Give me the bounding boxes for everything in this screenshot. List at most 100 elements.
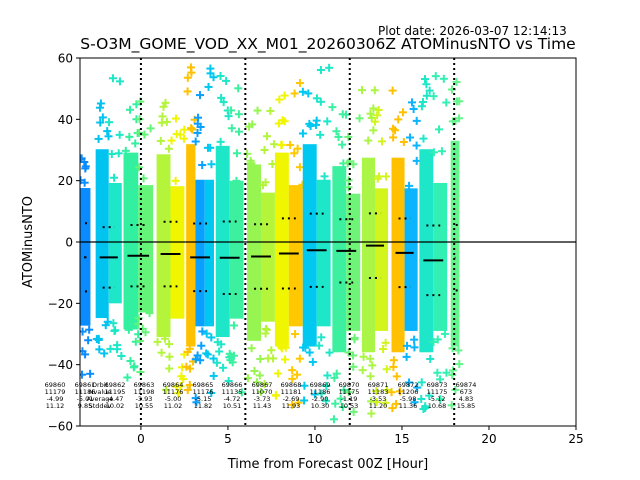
data-point-marker xyxy=(135,115,144,124)
orbit-stat-value: 10.68 xyxy=(428,402,447,410)
data-point-marker xyxy=(126,105,135,114)
orbit-stat-value: -5.98 xyxy=(400,395,417,403)
data-point-marker xyxy=(274,369,283,378)
orbit-stat-value: 11.36 xyxy=(399,402,418,410)
data-point-marker xyxy=(392,399,401,408)
data-point-marker xyxy=(156,136,165,145)
orbit-stat-value: -5.01 xyxy=(77,395,94,403)
data-point-marker xyxy=(198,161,207,170)
data-point-marker xyxy=(402,352,411,361)
data-point-marker xyxy=(272,391,281,400)
data-point-marker xyxy=(317,333,326,342)
data-point-marker xyxy=(115,130,124,139)
data-point-marker xyxy=(232,176,241,185)
data-point-marker xyxy=(398,108,407,117)
data-point-marker xyxy=(232,149,241,158)
data-point-marker xyxy=(85,325,94,334)
data-point-marker xyxy=(338,403,347,412)
data-point-marker xyxy=(389,356,398,365)
data-point-marker xyxy=(209,354,218,363)
data-point-marker xyxy=(109,319,118,328)
data-point-marker xyxy=(379,345,388,354)
data-point-marker xyxy=(429,148,438,157)
data-point-marker xyxy=(425,86,434,95)
data-point-marker xyxy=(80,178,89,187)
data-point-marker xyxy=(422,91,431,100)
data-point-marker xyxy=(286,140,295,149)
orbit-stat-value: 11.43 xyxy=(253,402,272,410)
data-point-marker xyxy=(451,385,460,394)
data-point-marker xyxy=(349,407,358,416)
data-point-marker xyxy=(115,77,124,86)
data-point-marker xyxy=(263,132,272,141)
orbit-stat-value: 11179 xyxy=(45,388,66,396)
data-point-marker xyxy=(429,337,438,346)
data-point-marker xyxy=(225,349,234,358)
data-point-marker xyxy=(399,137,408,146)
data-band xyxy=(332,166,347,353)
data-point-marker xyxy=(105,118,114,127)
data-point-marker xyxy=(186,364,195,373)
data-point-marker xyxy=(237,388,246,397)
orbit-stat-value: 10.53 xyxy=(340,402,359,410)
stat-row-label: Average xyxy=(87,395,114,403)
data-point-marker xyxy=(280,91,289,100)
orbit-stat-value: 69868 xyxy=(281,381,302,389)
data-point-marker xyxy=(198,327,207,336)
orbit-stat-value: 4.83 xyxy=(459,395,473,403)
data-point-marker xyxy=(389,133,398,142)
data-point-marker xyxy=(442,368,451,377)
orbit-stat-value: 11181 xyxy=(281,388,302,396)
data-point-marker xyxy=(381,398,390,407)
data-point-marker xyxy=(316,97,325,106)
data-point-marker xyxy=(158,112,167,121)
data-point-marker xyxy=(191,137,200,146)
data-point-marker xyxy=(146,124,155,133)
data-point-marker xyxy=(121,146,130,155)
data-point-marker xyxy=(117,351,126,360)
data-point-marker xyxy=(197,341,206,350)
x-tick-label: 0 xyxy=(137,432,145,446)
data-point-marker xyxy=(187,124,196,133)
data-point-marker xyxy=(412,141,421,150)
data-point-marker xyxy=(126,356,135,365)
plot-date: Plot date: 2026-03-07 12:14:13 xyxy=(378,24,567,38)
data-point-marker xyxy=(350,333,359,342)
data-point-marker xyxy=(260,145,269,154)
data-point-marker xyxy=(222,76,231,85)
data-point-marker xyxy=(388,86,397,95)
data-point-marker xyxy=(308,357,317,366)
data-point-marker xyxy=(207,160,216,169)
data-point-marker xyxy=(193,351,202,360)
data-point-marker xyxy=(293,370,302,379)
data-point-marker xyxy=(298,87,307,96)
data-point-marker xyxy=(185,380,194,389)
data-point-marker xyxy=(325,348,334,357)
data-point-marker xyxy=(104,132,113,141)
data-band xyxy=(274,152,289,347)
orbit-stat-value: 69862 xyxy=(105,381,126,389)
data-point-marker xyxy=(183,73,192,82)
data-point-marker xyxy=(96,118,105,127)
data-point-marker xyxy=(316,130,325,139)
orbit-stat-value: 11070 xyxy=(252,388,273,396)
data-point-marker xyxy=(103,317,112,326)
data-point-marker xyxy=(410,343,419,352)
data-point-marker xyxy=(134,163,143,172)
data-point-marker xyxy=(202,349,211,358)
data-point-marker xyxy=(194,113,203,122)
data-point-marker xyxy=(256,387,265,396)
data-band xyxy=(247,164,261,341)
orbit-stat-value: 11195 xyxy=(105,388,126,396)
data-point-marker xyxy=(108,74,117,83)
data-band xyxy=(302,144,317,347)
data-point-marker xyxy=(372,387,381,396)
orbit-stat-value: 69861 xyxy=(75,381,96,389)
data-band xyxy=(391,157,405,353)
data-point-marker xyxy=(413,383,422,392)
data-point-marker xyxy=(252,378,261,387)
data-band xyxy=(95,149,109,319)
data-point-marker xyxy=(374,106,383,115)
data-point-marker xyxy=(405,133,414,142)
data-point-marker xyxy=(281,355,290,364)
